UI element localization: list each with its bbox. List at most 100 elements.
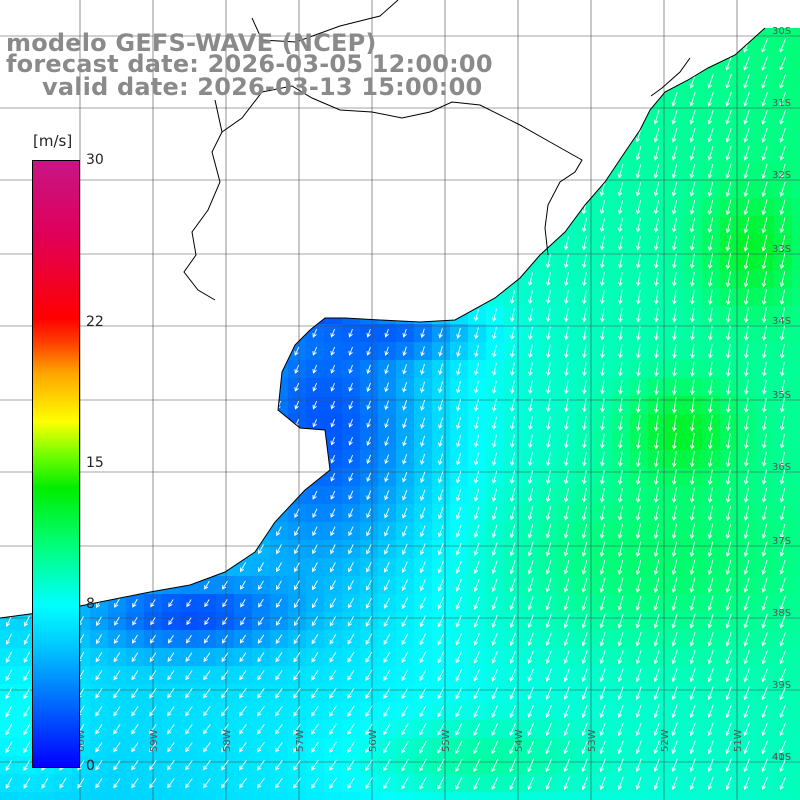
wind-arrow [419, 633, 427, 646]
wind-arrow [779, 235, 786, 252]
wind-arrow [150, 617, 156, 626]
wind-arrow [95, 760, 103, 771]
wind-arrow [671, 595, 678, 611]
wind-arrow [149, 688, 157, 699]
speed-cell [324, 792, 343, 800]
wind-arrow [23, 615, 30, 627]
wind-arrow [527, 506, 534, 521]
wind-arrow [258, 580, 264, 591]
wind-arrow [312, 364, 318, 374]
wind-arrow [257, 634, 265, 644]
wind-arrow [366, 544, 372, 555]
wind-arrow [527, 668, 534, 682]
wind-arrow [671, 469, 677, 486]
wind-arrow [653, 128, 660, 143]
wind-arrow [186, 617, 192, 626]
wind-arrow [546, 452, 551, 467]
wind-arrow [312, 328, 318, 338]
wind-arrow [402, 328, 407, 338]
wind-arrow [473, 506, 480, 520]
wind-arrow [581, 722, 588, 737]
longitude-labels: 60W 59W 58W 57W 56W 55W 54W 53W 52W 51W [76, 729, 744, 752]
wind-arrow [653, 469, 659, 486]
wind-arrow [761, 469, 767, 486]
wind-arrow [635, 164, 642, 179]
wind-arrow [437, 740, 445, 754]
wind-arrow [671, 577, 678, 594]
wind-arrow [437, 525, 444, 538]
wind-arrow [743, 505, 750, 522]
wind-arrow [509, 560, 516, 575]
wind-arrow [203, 760, 211, 771]
wind-arrow [545, 254, 551, 269]
wind-arrow [23, 723, 31, 736]
wind-arrow [132, 634, 138, 644]
wind-arrow [401, 777, 409, 790]
wind-arrow [419, 723, 427, 736]
wind-arrow [437, 687, 445, 700]
wind-arrow [581, 236, 587, 251]
wind-arrow [545, 542, 552, 557]
wind-arrow [384, 364, 389, 375]
wind-arrow [455, 705, 463, 718]
wind-arrow [347, 633, 355, 645]
wind-arrow [582, 344, 587, 359]
wind-arrow [600, 272, 605, 287]
wind-arrow [23, 633, 31, 645]
wind-arrow [222, 617, 228, 626]
wind-arrow [419, 687, 427, 700]
wind-arrow [563, 505, 570, 521]
wind-arrow [527, 704, 534, 718]
wind-arrow [726, 307, 731, 324]
wind-arrow [743, 776, 750, 791]
wind-arrow [348, 508, 354, 519]
wind-arrow [779, 758, 787, 773]
wind-arrow [167, 778, 175, 789]
wind-arrow [149, 652, 157, 663]
wind-arrow [509, 578, 516, 593]
wind-arrow [384, 436, 390, 447]
wind-arrow [527, 722, 535, 737]
speed-cell [792, 684, 800, 703]
wind-arrow [239, 742, 247, 753]
speed-cell [792, 468, 800, 487]
wind-arrow [240, 580, 246, 590]
wind-arrow [420, 471, 426, 484]
wind-arrow [438, 471, 444, 484]
wind-arrow [654, 415, 659, 432]
wind-arrow [257, 723, 265, 735]
wind-arrow [275, 723, 283, 735]
wind-arrow [779, 56, 787, 71]
wind-arrow [473, 651, 481, 664]
wind-arrow [23, 651, 31, 664]
wind-arrow [743, 451, 749, 468]
wind-arrow [743, 469, 749, 486]
wind-arrow [635, 614, 642, 629]
wind-arrow [113, 634, 120, 644]
wind-arrow [276, 598, 282, 608]
wind-arrow [474, 398, 479, 412]
wind-arrow [455, 758, 463, 773]
wind-arrow [779, 181, 786, 197]
longitude-label: 52W [660, 729, 671, 752]
wind-arrow [402, 525, 408, 537]
wind-arrow [383, 687, 391, 699]
wind-arrow [707, 433, 713, 450]
wind-arrow [761, 451, 767, 468]
wind-arrow [563, 668, 570, 683]
wind-arrow [527, 524, 534, 539]
wind-arrow [167, 634, 174, 644]
wind-arrow [329, 705, 337, 717]
wind-arrow [653, 110, 660, 125]
wind-arrow [95, 634, 102, 645]
wind-arrow [473, 705, 481, 718]
wind-arrow [492, 416, 497, 431]
wind-arrow [509, 506, 516, 521]
wind-arrow [437, 543, 444, 556]
wind-arrow [132, 598, 138, 608]
wind-arrow [725, 668, 732, 683]
wind-arrow [185, 688, 193, 699]
wind-arrow [636, 254, 641, 269]
speed-cell [792, 162, 800, 181]
wind-arrow [617, 650, 624, 665]
